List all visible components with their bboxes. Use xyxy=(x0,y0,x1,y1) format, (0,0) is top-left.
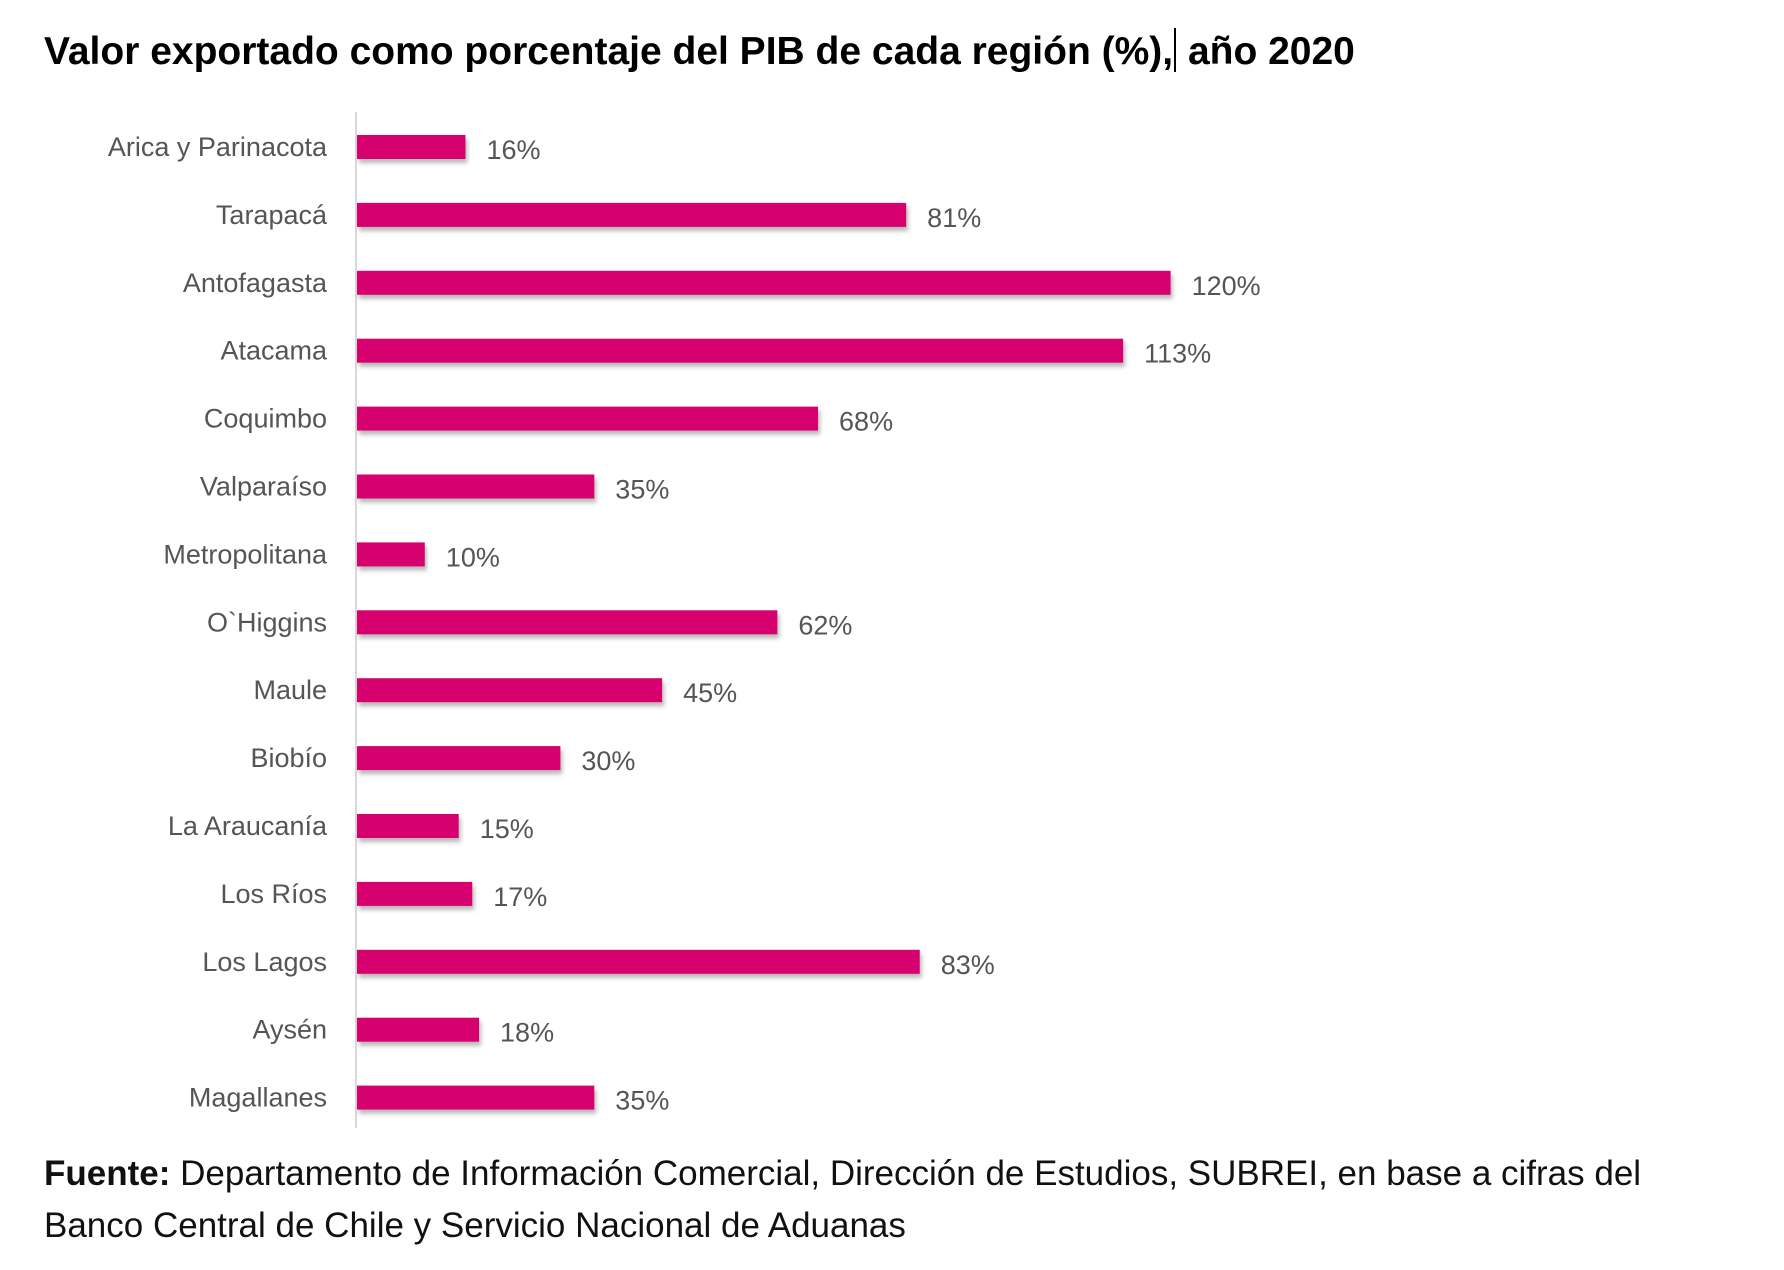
bars-group xyxy=(357,135,1171,1110)
data-label: 120% xyxy=(1192,271,1261,301)
bar-9 xyxy=(357,746,561,771)
bar-10 xyxy=(357,814,459,838)
category-label: Magallanes xyxy=(189,1083,327,1113)
data-label: 16% xyxy=(486,135,540,165)
data-label: 15% xyxy=(480,814,534,844)
data-label: 113% xyxy=(1144,339,1211,369)
bar-7 xyxy=(357,610,778,635)
data-label: 45% xyxy=(683,678,737,708)
data-label: 17% xyxy=(493,882,547,912)
chart-title-year: año 2020 xyxy=(1177,30,1355,73)
chart-title-main: Valor exportado como porcentaje del PIB … xyxy=(44,30,1174,73)
category-label: Aysén xyxy=(252,1015,327,1045)
chart-title: Valor exportado como porcentaje del PIB … xyxy=(44,28,1355,74)
category-label: Arica y Parinacota xyxy=(108,132,328,162)
bar-11 xyxy=(357,881,473,906)
bar-13 xyxy=(357,1017,480,1042)
category-label: O`Higgins xyxy=(207,607,327,637)
category-label: Maule xyxy=(253,675,327,705)
bar-2 xyxy=(357,270,1171,295)
data-label: 83% xyxy=(941,950,995,980)
category-label: Metropolitana xyxy=(163,539,328,569)
bar-0 xyxy=(357,135,466,159)
category-label: Valparaíso xyxy=(200,472,327,502)
bar-14 xyxy=(357,1085,595,1110)
category-label: La Araucanía xyxy=(168,811,328,841)
data-labels-group: 16% 81% 120% 113% 68% 35% 10% 62% 45% 30% 15% 17% 83… xyxy=(446,135,1261,1116)
data-label: 30% xyxy=(581,746,635,776)
data-label: 35% xyxy=(615,1086,669,1116)
data-label: 68% xyxy=(839,407,893,437)
data-label: 35% xyxy=(615,475,669,505)
bar-5 xyxy=(357,474,595,499)
text-cursor xyxy=(1174,28,1177,72)
category-label: Antofagasta xyxy=(183,268,328,298)
category-labels-group: Arica y Parinacota Tarapacá Antofagasta Ata… xyxy=(108,132,328,1113)
bar-3 xyxy=(357,338,1124,363)
bar-8 xyxy=(357,678,663,703)
bar-1 xyxy=(357,202,907,227)
category-label: Los Ríos xyxy=(220,879,327,909)
source-label: Fuente: xyxy=(44,1154,171,1193)
category-label: Biobío xyxy=(250,743,327,773)
source-text: Departamento de Información Comercial, D… xyxy=(44,1154,1642,1245)
bar-4 xyxy=(357,406,819,431)
data-label: 18% xyxy=(500,1018,554,1048)
data-label: 62% xyxy=(798,610,852,640)
bar-12 xyxy=(357,949,920,974)
data-label: 10% xyxy=(446,542,500,572)
bar-chart: Arica y Parinacota Tarapacá Antofagasta Ata… xyxy=(108,112,1261,1128)
category-label: Tarapacá xyxy=(216,200,328,230)
category-label: Coquimbo xyxy=(204,404,327,434)
source-note: Fuente: Departamento de Información Come… xyxy=(44,1148,1744,1252)
bar-6 xyxy=(357,542,425,567)
category-label: Los Lagos xyxy=(202,947,327,977)
data-label: 81% xyxy=(927,203,981,233)
category-label: Atacama xyxy=(220,336,328,366)
